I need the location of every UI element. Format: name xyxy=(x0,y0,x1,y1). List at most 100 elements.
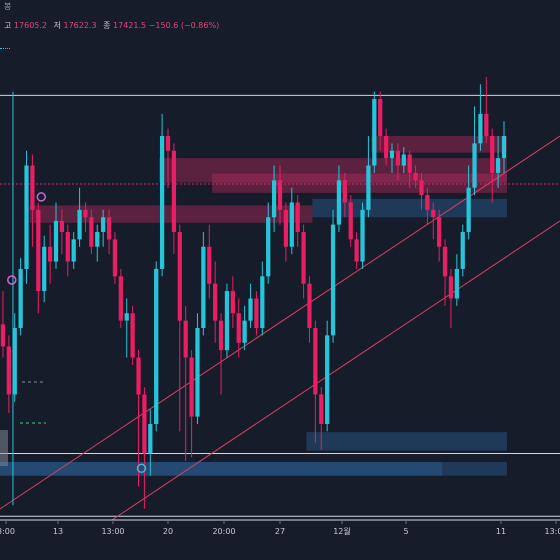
candle-body xyxy=(378,99,383,136)
candle-body xyxy=(47,246,53,262)
candle-body xyxy=(18,268,23,328)
pivot-marker xyxy=(36,192,47,202)
x-tick-label: 11 xyxy=(496,527,506,536)
x-tick-label: 5 xyxy=(403,527,408,536)
candle-body xyxy=(101,217,106,232)
candle-body xyxy=(354,239,359,262)
candle-body xyxy=(366,165,371,210)
candle-body xyxy=(330,224,336,336)
candle-body xyxy=(348,202,353,240)
candle-body xyxy=(213,283,218,321)
indicator-dots xyxy=(0,48,10,51)
candle-body xyxy=(407,154,412,173)
candle-body xyxy=(30,165,35,210)
candle-body xyxy=(319,394,324,424)
x-tick-label: 13:00 xyxy=(101,527,124,536)
price-scale-block xyxy=(0,430,8,466)
candle-body xyxy=(501,136,507,159)
candle-body xyxy=(383,136,389,159)
candle-body xyxy=(260,276,265,328)
candle-body xyxy=(360,209,365,262)
close-value: 17421.5 xyxy=(113,21,147,30)
candle-body xyxy=(413,172,418,181)
candle-body xyxy=(118,276,123,321)
candle-body xyxy=(454,268,459,299)
candle-body xyxy=(419,180,424,196)
candle-body xyxy=(6,346,11,395)
candle-body xyxy=(490,136,495,173)
candle-body xyxy=(77,209,82,240)
candle-body xyxy=(266,217,271,277)
candle-body xyxy=(389,150,395,159)
candle-body xyxy=(425,195,430,210)
candle-body xyxy=(0,324,6,347)
candle-body xyxy=(448,276,454,299)
candle-body xyxy=(12,328,17,395)
supply-zone xyxy=(212,173,507,193)
candle-body xyxy=(289,202,294,247)
candle-body xyxy=(230,291,235,314)
high-value: 17605.2 xyxy=(13,21,48,30)
x-axis-band xyxy=(0,520,560,560)
demand-zone xyxy=(306,432,507,451)
candle-body xyxy=(236,313,241,343)
candle-body xyxy=(189,357,194,417)
x-tick-label: 13:00 xyxy=(544,527,560,536)
candle-body xyxy=(36,209,41,292)
candle-body xyxy=(42,246,47,292)
candle-body xyxy=(201,246,206,328)
candle-body xyxy=(148,424,153,454)
ohlc-legend: 고 17605.2 저 17622.3 종 17421.5 −150.6 (−0… xyxy=(0,19,219,33)
candle-body xyxy=(342,180,347,203)
candle-body xyxy=(112,239,118,277)
candle-body xyxy=(159,136,165,269)
candle-body xyxy=(53,220,59,262)
demand-zone xyxy=(312,198,507,218)
x-tick-label: 12월 xyxy=(333,526,351,536)
x-tick-label: 3:00 xyxy=(0,527,15,536)
candle-body xyxy=(142,394,147,454)
candle-body xyxy=(478,113,483,144)
candle-body xyxy=(431,209,436,218)
candle-body xyxy=(466,187,471,232)
change-value: −150.6 (−0.86%) xyxy=(148,21,220,30)
candle-body xyxy=(195,328,200,417)
candle-body xyxy=(271,180,277,218)
candle-body xyxy=(472,143,477,188)
high-label: 고 xyxy=(4,21,12,30)
trend-line xyxy=(111,220,560,521)
candle-body xyxy=(460,232,465,269)
x-tick-label: 20 xyxy=(163,527,173,536)
candle-body xyxy=(136,357,141,395)
candle-body xyxy=(106,217,112,240)
candle-body xyxy=(171,150,177,232)
candle-body xyxy=(24,165,29,269)
candle-body xyxy=(177,232,182,321)
candle-body xyxy=(183,320,188,358)
candle-body xyxy=(165,136,171,151)
candle-body xyxy=(130,313,135,358)
symbol-title: 봉 xyxy=(4,2,12,11)
candle-body xyxy=(372,99,377,166)
x-tick-label: 13 xyxy=(53,527,63,536)
candle-body xyxy=(224,291,230,351)
demand-zone xyxy=(0,462,443,476)
candle-body xyxy=(71,239,76,262)
candle-body xyxy=(495,158,501,173)
candle-body xyxy=(65,232,70,262)
candle-body xyxy=(484,113,489,136)
pivot-marker xyxy=(7,275,17,285)
candle-body xyxy=(336,180,342,225)
candle-body xyxy=(277,180,283,210)
candle-body xyxy=(313,328,318,395)
candle-body xyxy=(295,202,300,232)
candle-body xyxy=(301,232,306,284)
candle-body xyxy=(124,313,129,321)
candle-body xyxy=(248,298,253,321)
candle-body xyxy=(89,217,94,247)
supply-zone xyxy=(29,205,313,223)
candle-body xyxy=(83,209,88,218)
